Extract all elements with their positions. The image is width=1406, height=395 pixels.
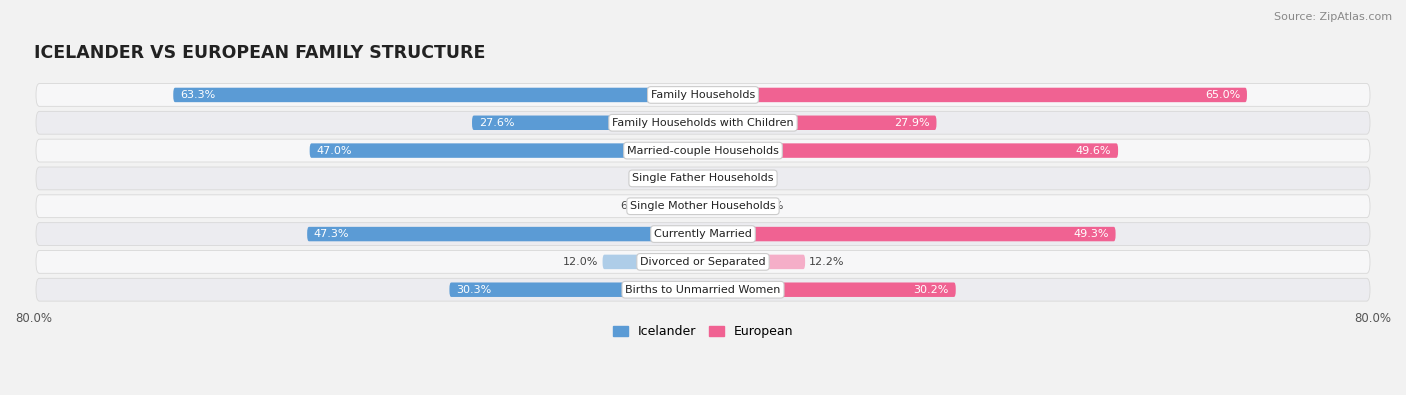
Text: 5.7%: 5.7% (755, 201, 783, 211)
FancyBboxPatch shape (683, 171, 703, 186)
Text: Currently Married: Currently Married (654, 229, 752, 239)
FancyBboxPatch shape (37, 83, 1369, 106)
FancyBboxPatch shape (472, 115, 703, 130)
Text: Divorced or Separated: Divorced or Separated (640, 257, 766, 267)
Text: 49.6%: 49.6% (1076, 146, 1111, 156)
FancyBboxPatch shape (37, 195, 1369, 218)
Text: Single Mother Households: Single Mother Households (630, 201, 776, 211)
Text: Single Father Households: Single Father Households (633, 173, 773, 183)
Text: ICELANDER VS EUROPEAN FAMILY STRUCTURE: ICELANDER VS EUROPEAN FAMILY STRUCTURE (34, 43, 485, 62)
Text: 27.9%: 27.9% (894, 118, 929, 128)
Legend: Icelander, European: Icelander, European (607, 320, 799, 343)
Text: 30.3%: 30.3% (456, 285, 491, 295)
Text: 47.3%: 47.3% (314, 229, 349, 239)
Text: Married-couple Households: Married-couple Households (627, 146, 779, 156)
FancyBboxPatch shape (703, 171, 723, 186)
Text: 65.0%: 65.0% (1205, 90, 1240, 100)
FancyBboxPatch shape (37, 223, 1369, 245)
Text: 27.6%: 27.6% (478, 118, 515, 128)
FancyBboxPatch shape (703, 115, 936, 130)
FancyBboxPatch shape (307, 227, 703, 241)
FancyBboxPatch shape (652, 199, 703, 213)
FancyBboxPatch shape (703, 199, 751, 213)
FancyBboxPatch shape (37, 167, 1369, 190)
FancyBboxPatch shape (37, 250, 1369, 273)
Text: 2.3%: 2.3% (727, 173, 755, 183)
Text: 30.2%: 30.2% (914, 285, 949, 295)
Text: Family Households: Family Households (651, 90, 755, 100)
FancyBboxPatch shape (703, 88, 1247, 102)
FancyBboxPatch shape (37, 111, 1369, 134)
Text: Births to Unmarried Women: Births to Unmarried Women (626, 285, 780, 295)
FancyBboxPatch shape (703, 143, 1118, 158)
Text: 12.2%: 12.2% (810, 257, 845, 267)
FancyBboxPatch shape (703, 282, 956, 297)
Text: 12.0%: 12.0% (562, 257, 599, 267)
FancyBboxPatch shape (37, 278, 1369, 301)
Text: 47.0%: 47.0% (316, 146, 352, 156)
Text: Family Households with Children: Family Households with Children (612, 118, 794, 128)
Text: 2.3%: 2.3% (651, 173, 679, 183)
Text: 63.3%: 63.3% (180, 90, 215, 100)
FancyBboxPatch shape (37, 139, 1369, 162)
FancyBboxPatch shape (703, 255, 806, 269)
FancyBboxPatch shape (450, 282, 703, 297)
FancyBboxPatch shape (603, 255, 703, 269)
Text: 6.0%: 6.0% (620, 201, 648, 211)
FancyBboxPatch shape (309, 143, 703, 158)
FancyBboxPatch shape (173, 88, 703, 102)
Text: 49.3%: 49.3% (1073, 229, 1109, 239)
FancyBboxPatch shape (703, 227, 1115, 241)
Text: Source: ZipAtlas.com: Source: ZipAtlas.com (1274, 12, 1392, 22)
